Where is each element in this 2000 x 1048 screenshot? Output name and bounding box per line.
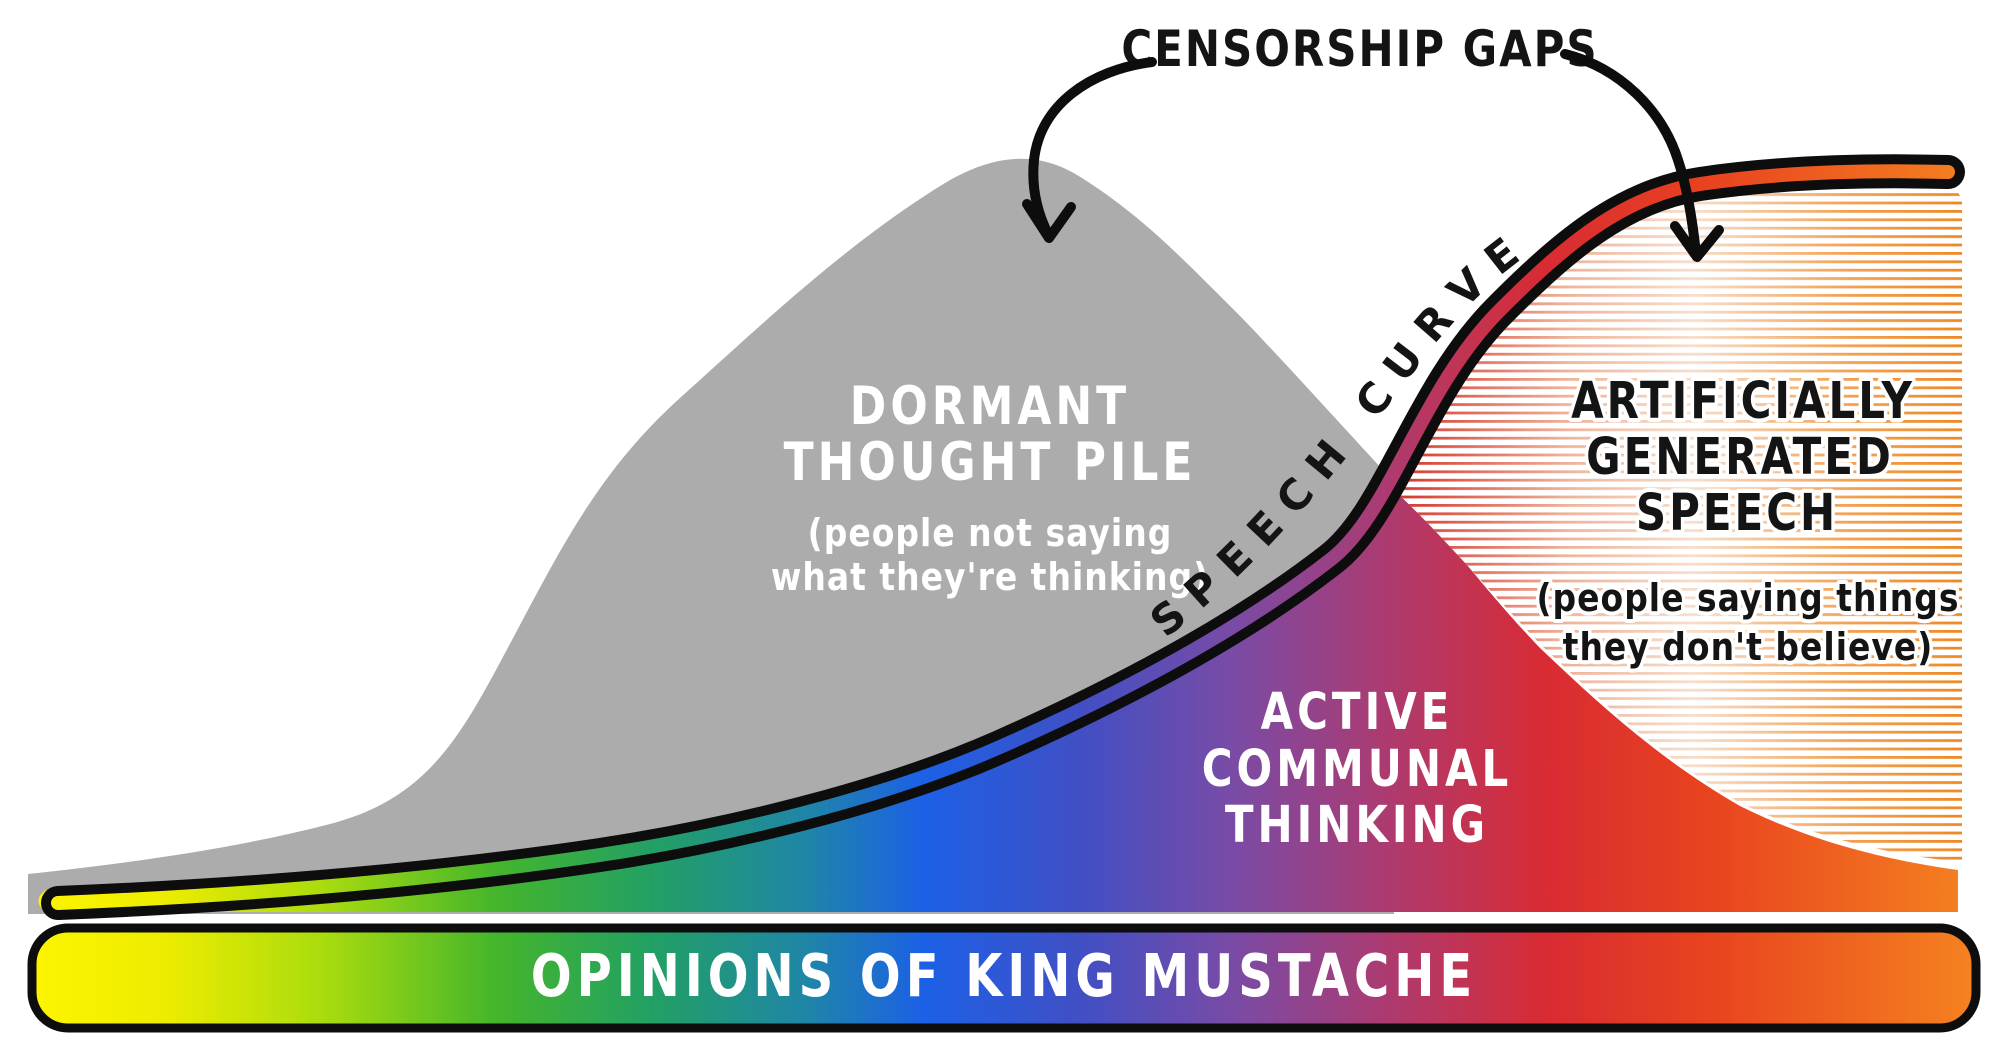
opinion-axis-label: OPINIONS OF KING MUSTACHE: [531, 941, 1477, 1010]
active-communal-region: [38, 480, 1958, 912]
artificial-subtitle-line2: they don't believe): [1563, 626, 1934, 670]
opinion-axis-bar: [27, 923, 1981, 1033]
artificial-title-line2: GENERATED: [1586, 427, 1894, 486]
dormant-title-line2: THOUGHT PILE: [784, 432, 1197, 493]
dormant-title-line1: DORMANT: [850, 376, 1130, 437]
artificial-title-line1: ARTIFICIALLY: [1571, 371, 1915, 430]
dormant-label-group: DORMANT THOUGHT PILE (people not saying …: [771, 376, 1209, 600]
artificial-subtitle-line1: (people saying things: [1536, 577, 1959, 621]
active-title-line2: COMMUNAL: [1202, 739, 1513, 798]
active-label-group: ACTIVE COMMUNAL THINKING: [1202, 682, 1513, 854]
dormant-subtitle-line2: what they're thinking): [771, 556, 1209, 600]
artificial-title-line3: SPEECH: [1636, 483, 1838, 542]
arrowhead-right-icon: [1670, 221, 1724, 262]
active-title-line1: ACTIVE: [1261, 682, 1454, 741]
artificial-speech-hatch-region: [1394, 175, 1962, 862]
censorship-gaps-label: CENSORSHIP GAPS: [1121, 20, 1598, 78]
dormant-subtitle-line1: (people not saying: [808, 512, 1173, 556]
active-title-line3: THINKING: [1225, 795, 1489, 854]
artificial-label-group: ARTIFICIALLY GENERATED SPEECH (people sa…: [1533, 367, 1963, 673]
censorship-arrow-left: [1022, 57, 1157, 243]
speech-curve-tube: [41, 154, 1965, 920]
censorship-arrow-right: [1560, 49, 1724, 262]
arrowhead-left-icon: [1022, 199, 1076, 243]
